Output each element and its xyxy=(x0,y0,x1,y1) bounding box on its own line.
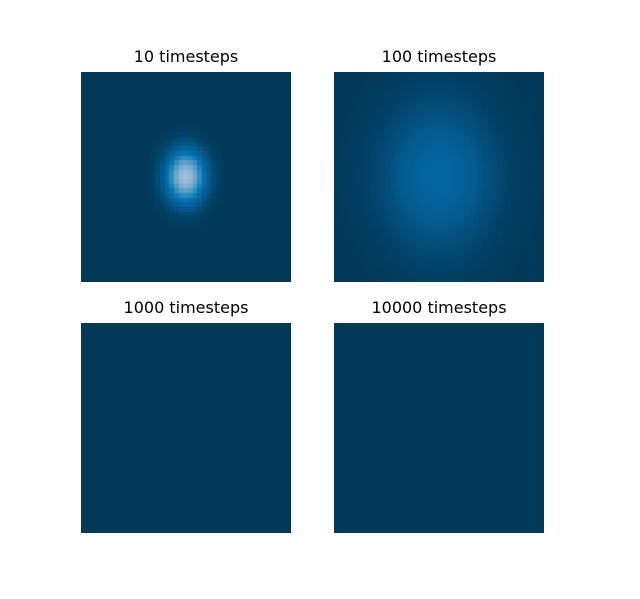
panel-title-10: 10 timesteps xyxy=(133,47,239,66)
heatmap-10000-timesteps xyxy=(334,323,544,533)
heatmap-100-timesteps xyxy=(334,72,544,282)
heatmap-10-timesteps xyxy=(81,72,291,282)
panel-title-10000: 10000 timesteps xyxy=(371,298,507,317)
heatmap-1000-timesteps xyxy=(81,323,291,533)
panel-title-100: 100 timesteps xyxy=(381,47,497,66)
panel-title-1000: 1000 timesteps xyxy=(123,298,249,317)
